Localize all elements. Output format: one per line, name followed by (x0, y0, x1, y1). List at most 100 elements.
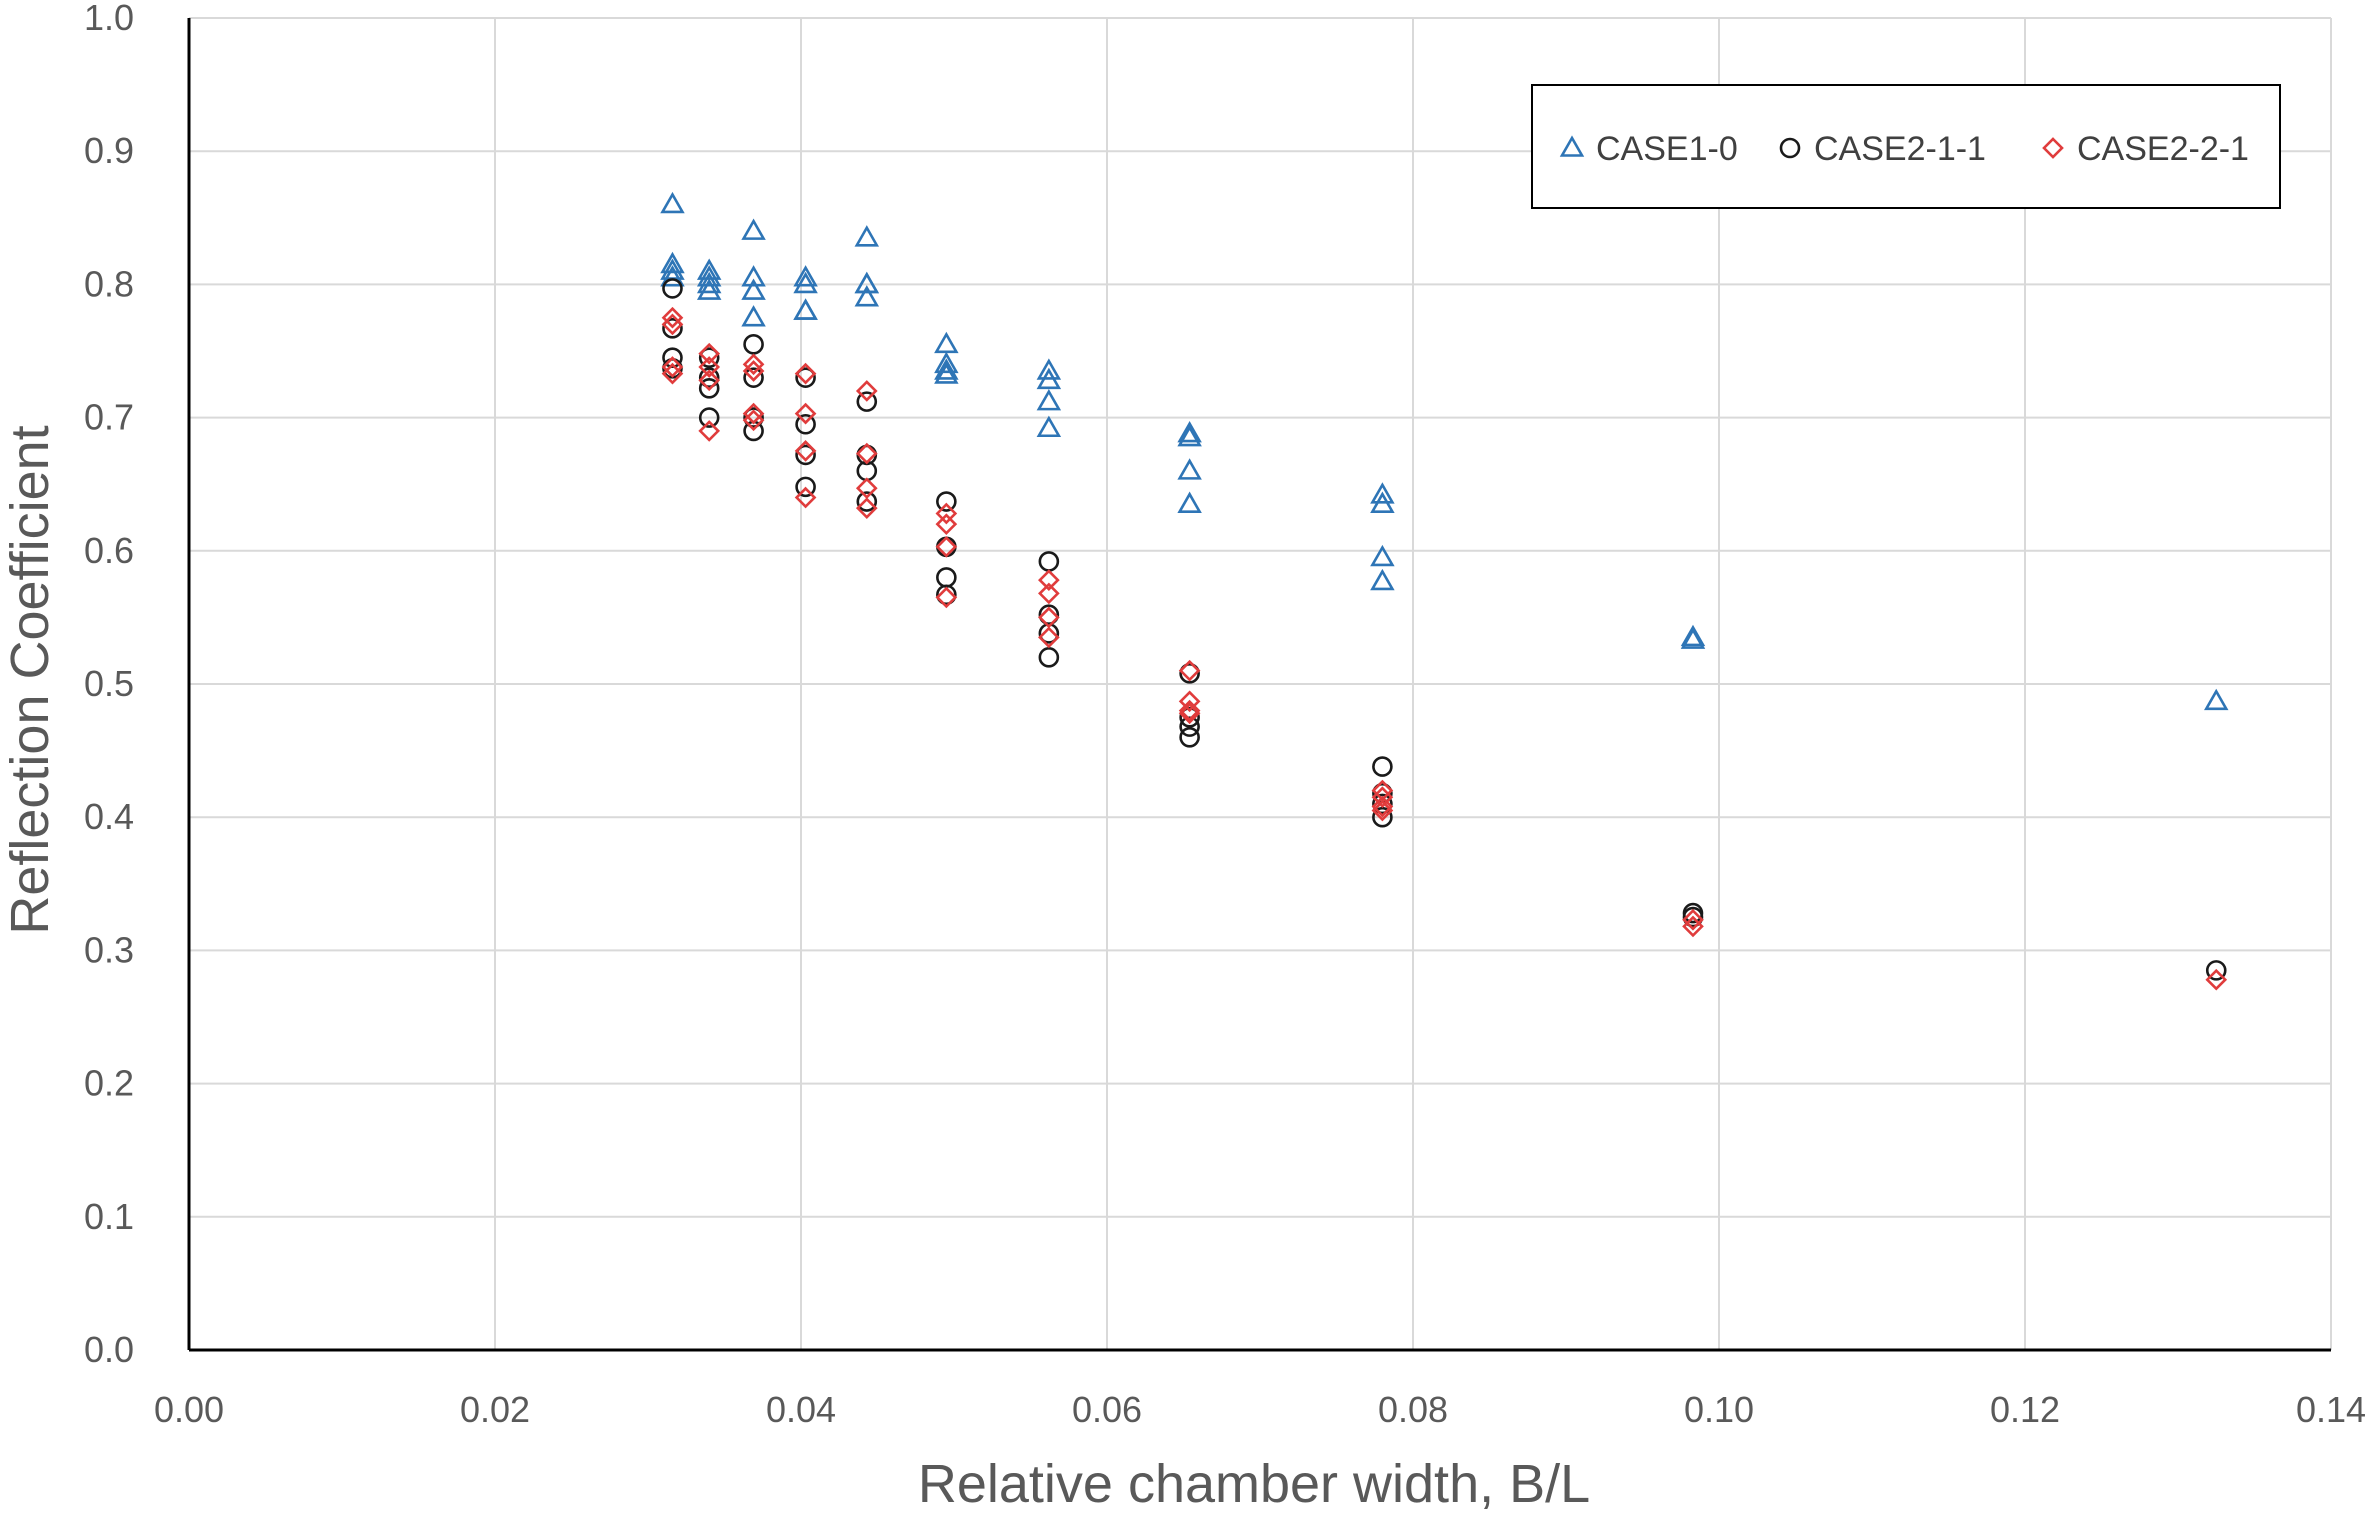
data-point (660, 191, 685, 214)
y-tick-label: 0.3 (84, 929, 134, 970)
data-point (1179, 716, 1200, 737)
data-point (742, 360, 765, 382)
y-axis-title: Reflection Coefficient (0, 425, 60, 934)
data-point (794, 440, 817, 462)
data-point (1036, 367, 1062, 390)
data-point (696, 265, 722, 287)
data-point (696, 271, 722, 294)
data-point (1178, 702, 1201, 725)
data-point (795, 413, 816, 435)
data-point (1038, 626, 1060, 649)
data-point (1177, 458, 1202, 480)
data-point (1177, 420, 1202, 443)
y-tick-label: 0.4 (84, 796, 134, 837)
data-point (698, 407, 720, 428)
x-tick-label: 0.06 (1072, 1389, 1142, 1430)
legend-items: CASE1-0 CASE2-1-1 CASE2-2-1 (1559, 130, 2249, 168)
data-points (660, 191, 2229, 991)
legend: CASE1-0 CASE2-1-1 CASE2-2-1 (1531, 84, 2281, 209)
legend-box (1531, 84, 2281, 209)
data-point (661, 306, 684, 329)
x-tick-label: 0.14 (2296, 1389, 2366, 1430)
data-point (741, 218, 766, 240)
x-tick-label: 0.04 (766, 1389, 836, 1430)
y-tick-label: 0.8 (84, 263, 134, 304)
data-point (1372, 793, 1393, 815)
tick-labels: 0.0 0.1 0.2 0.3 0.4 0.5 0.6 0.7 0.8 0.9 1.0 0.00 0.0… (84, 0, 2366, 1430)
data-point (660, 251, 685, 274)
legend-marker-triangle (1559, 135, 1585, 157)
data-point (855, 477, 878, 500)
data-point (698, 369, 721, 392)
data-point (1371, 799, 1394, 822)
data-point (1370, 544, 1395, 567)
data-point (936, 584, 957, 606)
data-point (661, 313, 684, 336)
y-tick-label: 0.7 (84, 397, 134, 438)
data-point (1370, 491, 1395, 513)
data-point (935, 586, 958, 609)
y-tick-label: 1.0 (84, 0, 134, 38)
data-point (660, 265, 685, 287)
legend-label: CASE2-1-1 (1814, 130, 1986, 168)
data-point (1177, 424, 1202, 447)
data-point (1682, 908, 1704, 931)
data-point (1179, 726, 1200, 748)
data-point (1038, 569, 1060, 591)
data-point (855, 442, 878, 465)
data-point (2205, 968, 2228, 991)
data-point (661, 356, 684, 378)
data-point (1370, 482, 1395, 504)
x-tick-label: 0.00 (154, 1389, 224, 1430)
data-point (698, 347, 720, 368)
data-point (854, 285, 880, 307)
data-point (1371, 786, 1394, 809)
axes (187, 18, 2331, 1352)
data-point (936, 491, 957, 512)
data-point (2204, 688, 2229, 711)
data-point (742, 409, 765, 432)
data-point (854, 271, 880, 294)
data-point (1372, 756, 1393, 777)
data-point (855, 380, 878, 402)
data-point (662, 278, 683, 299)
data-point (1371, 779, 1394, 802)
data-point (855, 497, 878, 520)
data-point (793, 298, 818, 320)
x-axis-title: Relative chamber width, B/L (918, 1454, 1590, 1514)
data-point (662, 318, 683, 339)
data-point (1038, 582, 1060, 605)
data-point (795, 444, 816, 466)
data-point (662, 347, 683, 368)
data-point (854, 225, 880, 247)
data-point (741, 305, 766, 327)
legend-label: CASE1-0 (1596, 130, 1738, 168)
data-point (934, 358, 959, 380)
data-point (935, 535, 958, 558)
legend-label: CASE2-2-1 (2077, 130, 2249, 168)
data-point (1680, 624, 1706, 647)
y-tick-label: 0.9 (84, 130, 134, 171)
data-point (794, 402, 817, 425)
data-point (696, 278, 722, 300)
data-point (1178, 659, 1201, 682)
data-point (1370, 568, 1395, 591)
data-point (794, 362, 817, 385)
data-point (1038, 606, 1060, 629)
data-point (698, 356, 721, 378)
data-point (741, 278, 766, 300)
data-point (1682, 906, 1704, 928)
data-point (1179, 663, 1200, 684)
data-point (698, 377, 720, 399)
data-point (1178, 699, 1201, 722)
series-case1-0 (660, 191, 2229, 711)
data-point (793, 271, 818, 294)
data-point (742, 402, 765, 425)
x-tick-label: 0.02 (460, 1389, 530, 1430)
data-point (1036, 388, 1062, 411)
data-point (1038, 623, 1060, 644)
y-tick-label: 0.0 (84, 1329, 134, 1370)
data-point (1371, 795, 1394, 818)
data-point (793, 265, 818, 287)
y-tick-label: 0.5 (84, 663, 134, 704)
